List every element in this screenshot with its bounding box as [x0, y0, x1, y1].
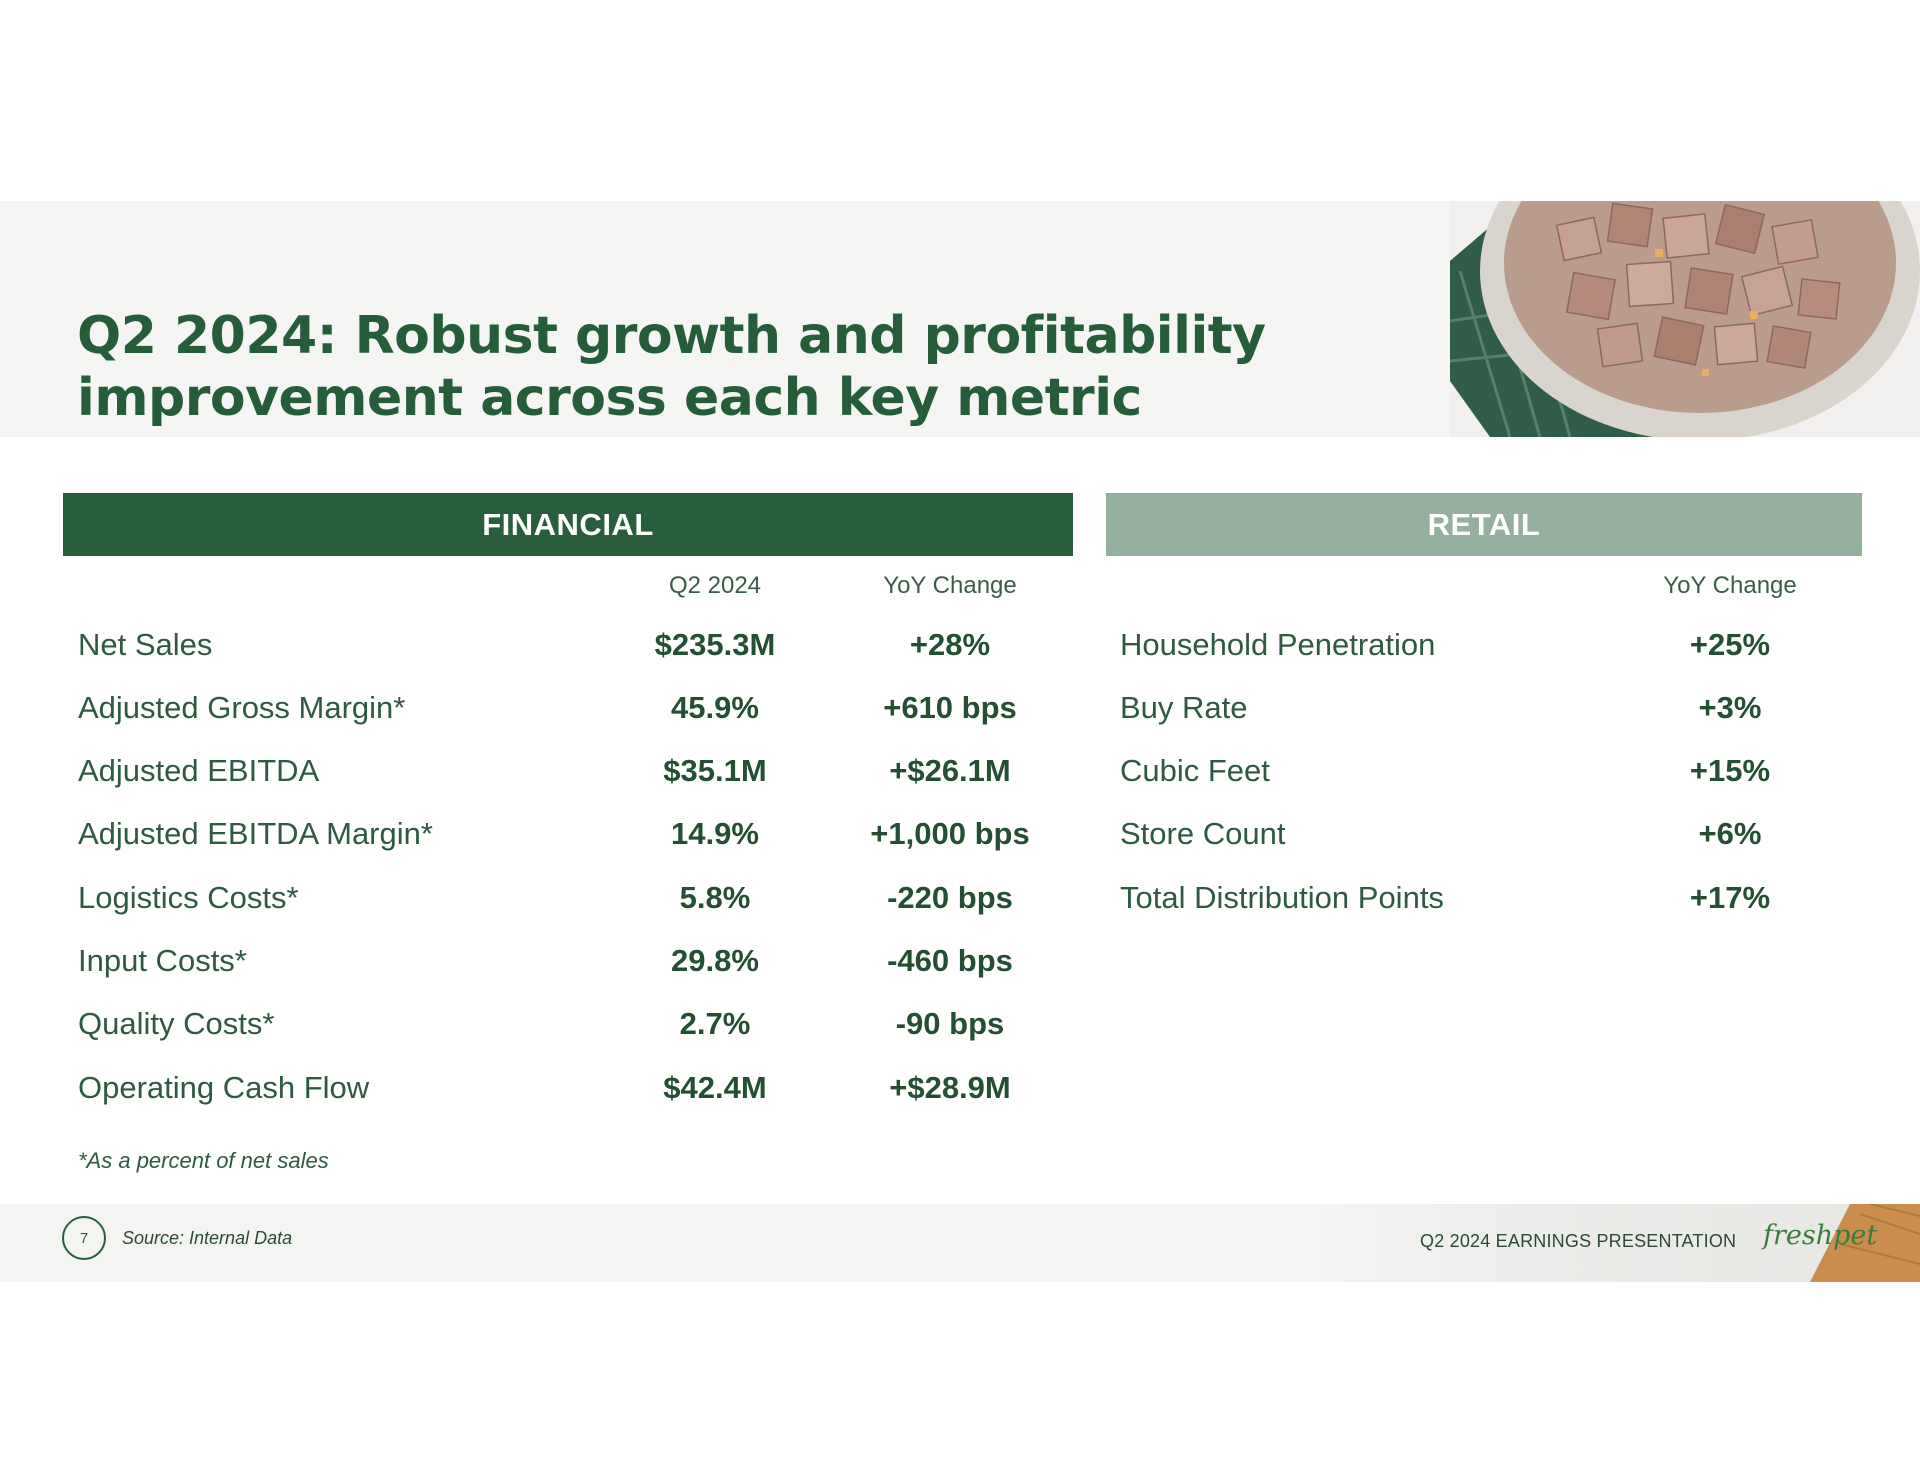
- row-change: +6%: [1698, 816, 1762, 851]
- financial-col-period: Q2 2024: [668, 572, 762, 599]
- retail-header: RETAIL: [1106, 493, 1862, 556]
- slide-title: Q2 2024: Robust growth and profitability…: [77, 305, 1397, 429]
- row-change: +3%: [1698, 690, 1762, 725]
- row-value: 2.7%: [679, 1006, 751, 1041]
- row-label: Store Count: [1120, 816, 1286, 851]
- freshpet-logo: freshpet: [1763, 1220, 1878, 1251]
- row-label: Input Costs*: [78, 943, 247, 978]
- row-change: +15%: [1689, 753, 1771, 788]
- row-label: Logistics Costs*: [78, 880, 299, 915]
- title-line-2: improvement across each key metric: [77, 368, 1142, 428]
- row-change: -220 bps: [887, 880, 1013, 915]
- row-change: +$28.9M: [889, 1070, 1011, 1105]
- row-value: 5.8%: [679, 880, 751, 915]
- footer-band: [0, 1204, 1920, 1282]
- row-label: Quality Costs*: [78, 1006, 275, 1041]
- row-label: Net Sales: [78, 627, 213, 662]
- row-label: Adjusted EBITDA Margin*: [78, 816, 433, 851]
- row-label: Total Distribution Points: [1120, 880, 1444, 915]
- bowl-photo-icon: [1450, 201, 1920, 437]
- row-value: $42.4M: [663, 1070, 767, 1105]
- retail-col-change: YoY Change: [1663, 572, 1797, 599]
- row-change: -90 bps: [895, 1006, 1005, 1041]
- row-change: +1,000 bps: [870, 816, 1030, 851]
- row-value: 29.8%: [671, 943, 759, 978]
- row-label: Buy Rate: [1120, 690, 1248, 725]
- row-change: -460 bps: [887, 943, 1013, 978]
- wood-board-icon: [1810, 1204, 1920, 1282]
- row-label: Operating Cash Flow: [78, 1070, 370, 1105]
- row-change: +17%: [1689, 880, 1771, 915]
- row-change: +610 bps: [883, 690, 1017, 725]
- page-number-circle: 7: [62, 1216, 106, 1260]
- presentation-label: Q2 2024 EARNINGS PRESENTATION: [1420, 1231, 1737, 1251]
- source-note: Source: Internal Data: [122, 1228, 293, 1248]
- row-change: +$26.1M: [889, 753, 1011, 788]
- row-value: $235.3M: [654, 627, 776, 662]
- row-change: +28%: [909, 627, 991, 662]
- row-label: Adjusted Gross Margin*: [78, 690, 406, 725]
- title-line-1: Q2 2024: Robust growth and profitability: [77, 306, 1266, 366]
- row-label: Cubic Feet: [1120, 753, 1270, 788]
- financial-header: FINANCIAL: [63, 493, 1073, 556]
- row-value: $35.1M: [663, 753, 767, 788]
- row-change: +25%: [1689, 627, 1771, 662]
- row-value: 45.9%: [671, 690, 759, 725]
- row-value: 14.9%: [671, 816, 759, 851]
- row-label: Household Penetration: [1120, 627, 1436, 662]
- financial-col-change: YoY Change: [883, 572, 1017, 599]
- footnote: *As a percent of net sales: [78, 1148, 329, 1173]
- row-label: Adjusted EBITDA: [78, 753, 320, 788]
